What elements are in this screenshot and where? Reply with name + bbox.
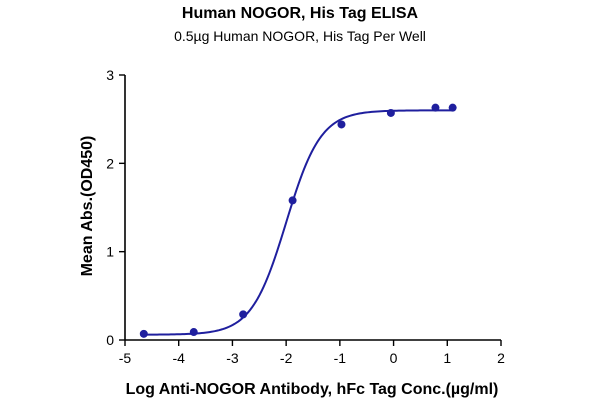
data-point bbox=[189, 328, 198, 337]
x-tick-label: -5 bbox=[119, 350, 132, 366]
y-tick-label: 1 bbox=[106, 244, 114, 260]
x-tick-label: 0 bbox=[390, 350, 398, 366]
x-tick-label: -3 bbox=[226, 350, 239, 366]
plot-area: -5 -4 -3 -2 -1 0 1 2 0 1 2 3 bbox=[106, 67, 505, 366]
x-tick-label: 1 bbox=[443, 350, 451, 366]
x-axis-label: Log Anti-NOGOR Antibody, hFc Tag Conc.(µ… bbox=[126, 381, 499, 398]
chart-title: Human NOGOR, His Tag ELISA bbox=[182, 5, 419, 22]
x-tick-label: -2 bbox=[280, 350, 293, 366]
y-tick-label: 2 bbox=[106, 155, 114, 171]
y-axis-label: Mean Abs.(OD450) bbox=[79, 136, 96, 277]
x-tick-label: 2 bbox=[497, 350, 505, 366]
chart-subtitle: 0.5µg Human NOGOR, His Tag Per Well bbox=[174, 28, 426, 44]
y-tick-label: 0 bbox=[106, 332, 114, 348]
data-point bbox=[386, 108, 395, 117]
fit-curve bbox=[143, 109, 453, 336]
data-point bbox=[448, 103, 457, 112]
data-point bbox=[139, 329, 148, 338]
x-tick-label: -1 bbox=[334, 350, 347, 366]
data-point bbox=[288, 196, 297, 205]
data-point bbox=[337, 120, 346, 129]
data-point bbox=[239, 310, 248, 319]
y-tick-label: 3 bbox=[106, 67, 114, 83]
x-tick-label: -4 bbox=[172, 350, 185, 366]
data-point bbox=[431, 103, 440, 112]
